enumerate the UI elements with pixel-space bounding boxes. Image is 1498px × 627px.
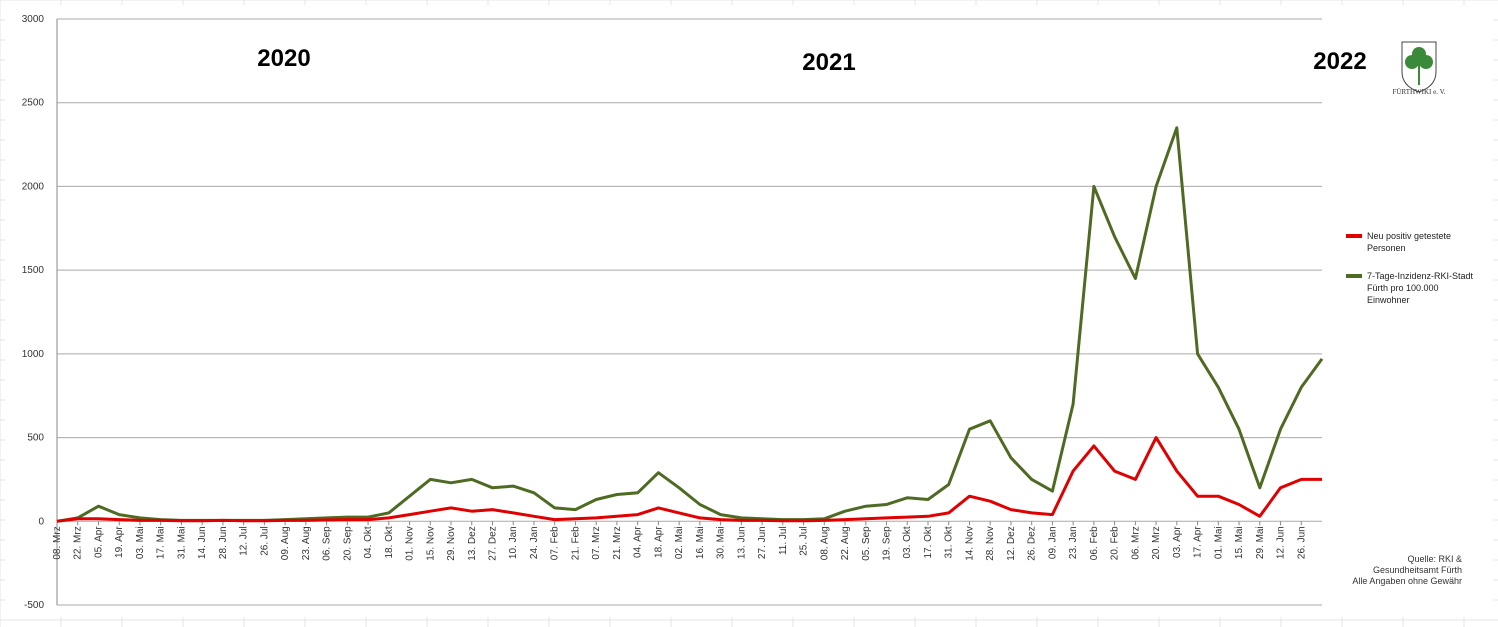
x-tick-label: 18. Okt (384, 526, 395, 558)
logo-text: FÜRTHWIKI e. V. (1393, 88, 1446, 96)
x-tick-label: 06. Feb (1089, 526, 1100, 560)
x-tick-label: 20. Mrz (1151, 526, 1162, 559)
year-label: 2020 (257, 45, 310, 72)
x-tick-label: 20. Sep (342, 526, 353, 561)
x-tick-label: 17. Okt (923, 526, 934, 558)
x-tick-label: 22. Mrz (73, 526, 84, 559)
x-tick-label: 04. Okt (363, 526, 374, 558)
x-tick-label: 14. Nov (964, 526, 975, 560)
x-tick-label: 07. Mrz (591, 526, 602, 559)
x-tick-label: 17. Mai (156, 526, 167, 559)
x-tick-label: 16. Mai (695, 526, 706, 559)
x-tick-label: 03. Okt (902, 526, 913, 558)
x-tick-label: 15. Mai (1234, 526, 1245, 559)
x-tick-label: 25. Jul (799, 526, 810, 555)
x-tick-label: 19. Sep (882, 526, 893, 561)
x-tick-label: 10. Jan (508, 526, 519, 559)
y-tick-label: 0 (38, 516, 44, 527)
x-tick-label: 01. Mai (1213, 526, 1224, 559)
x-tick-label: 15. Nov (425, 526, 436, 560)
x-tick-label: 28. Jun (218, 526, 229, 559)
x-tick-label: 06. Sep (322, 526, 333, 561)
x-tick-label: 08. Aug (819, 526, 830, 560)
x-tick-label: 26. Jun (1296, 526, 1307, 559)
x-tick-label: 27. Dez (487, 526, 498, 560)
x-tick-label: 17. Apr (1193, 526, 1204, 558)
x-tick-label: 07. Feb (550, 526, 561, 560)
x-tick-label: 20. Feb (1110, 526, 1121, 560)
x-tick-label: 21. Mrz (612, 526, 623, 559)
x-tick-label: 08. Mrz (52, 526, 63, 559)
x-tick-label: 01. Nov (405, 526, 416, 560)
x-tick-label: 26. Dez (1027, 526, 1038, 560)
x-tick-label: 27. Jun (757, 526, 768, 559)
logo-leaf (1412, 47, 1426, 61)
x-tick-label: 13. Dez (467, 526, 478, 560)
x-tick-label: 24. Jan (529, 526, 540, 559)
legend-label: Neu positiv getestete Personen (1367, 231, 1452, 253)
source-text: Alle Angaben ohne Gewähr (1352, 576, 1462, 586)
x-tick-label: 23. Jan (1068, 526, 1079, 559)
x-tick-label: 02. Mai (674, 526, 685, 559)
x-tick-label: 28. Nov (985, 526, 996, 560)
x-tick-label: 13. Jun (736, 526, 747, 559)
y-tick-label: 2500 (22, 98, 45, 109)
x-tick-label: 12. Jun (1276, 526, 1287, 559)
source-text: Gesundheitsamt Fürth (1373, 565, 1462, 575)
x-tick-label: 26. Jul (259, 526, 270, 555)
x-tick-label: 09. Jan (1047, 526, 1058, 559)
y-tick-label: 2000 (22, 181, 45, 192)
x-tick-label: 11. Jul (778, 526, 789, 555)
year-label: 2022 (1313, 48, 1366, 75)
x-tick-label: 06. Mrz (1130, 526, 1141, 559)
x-tick-label: 29. Mai (1255, 526, 1266, 559)
x-tick-label: 05. Sep (861, 526, 872, 561)
y-tick-label: 3000 (22, 14, 45, 25)
x-tick-label: 09. Aug (280, 526, 291, 560)
year-label: 2021 (802, 49, 855, 76)
series-line (56, 436, 1322, 523)
source-text: Quelle: RKI & (1407, 554, 1462, 564)
x-tick-label: 18. Apr (653, 526, 664, 558)
x-tick-label: 31. Mai (176, 526, 187, 559)
y-tick-label: 1500 (22, 265, 45, 276)
x-tick-label: 21. Feb (570, 526, 581, 560)
x-tick-label: 23. Aug (301, 526, 312, 560)
x-tick-label: 03. Apr (1172, 526, 1183, 558)
legend-label: 7-Tage-Inzidenz-RKI-Stadt Fürth pro 100.… (1367, 271, 1474, 305)
x-tick-label: 30. Mai (716, 526, 727, 559)
x-tick-label: 04. Apr (633, 526, 644, 558)
y-tick-label: -500 (24, 600, 44, 611)
x-tick-label: 31. Okt (944, 526, 955, 558)
x-tick-label: 12. Dez (1006, 526, 1017, 560)
x-tick-label: 03. Mai (135, 526, 146, 559)
x-tick-label: 12. Jul (239, 526, 250, 555)
plot-bg (5, 5, 1493, 617)
x-tick-label: 14. Jun (197, 526, 208, 559)
y-tick-label: 1000 (22, 349, 45, 360)
x-tick-label: 05. Apr (93, 526, 104, 558)
y-tick-label: 500 (27, 433, 44, 444)
x-tick-label: 22. Aug (840, 526, 851, 560)
x-tick-label: 29. Nov (446, 526, 457, 560)
x-tick-label: 19. Apr (114, 526, 125, 558)
